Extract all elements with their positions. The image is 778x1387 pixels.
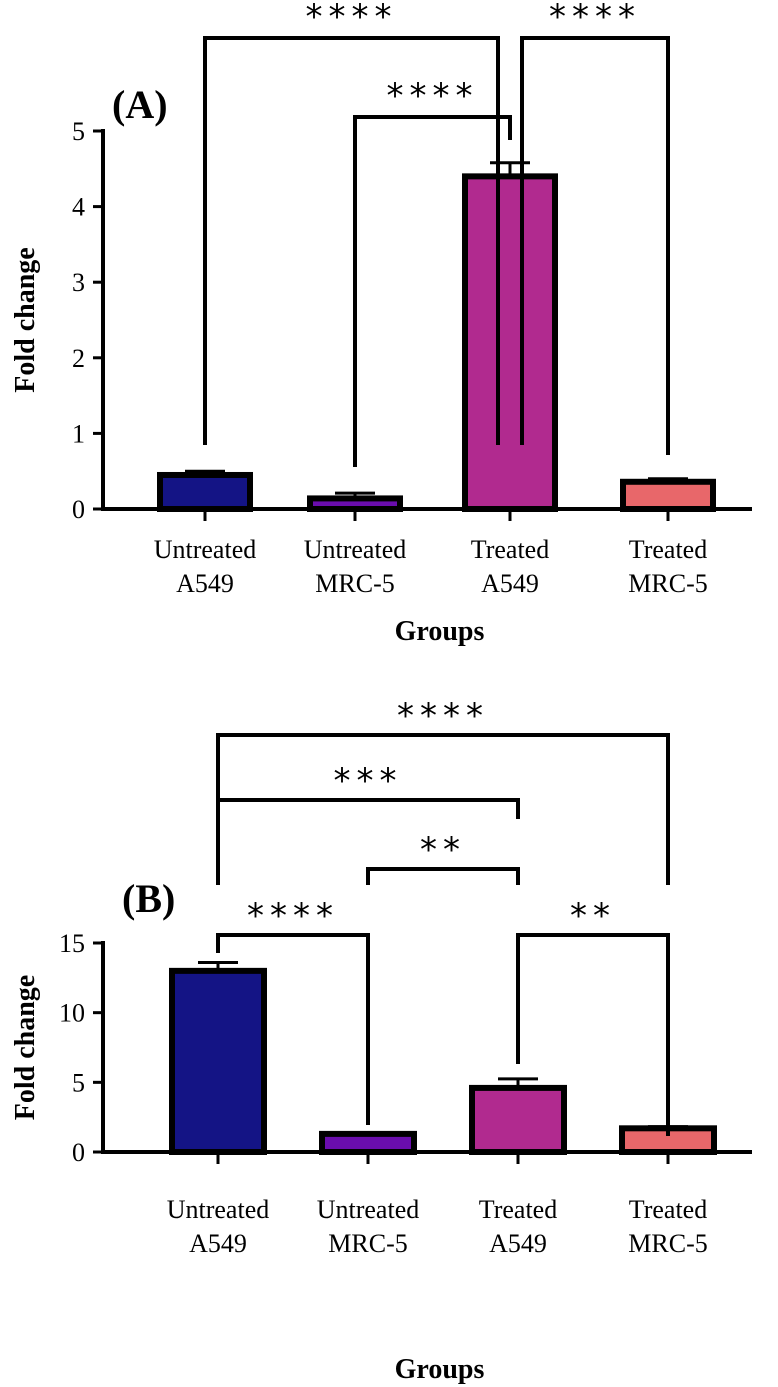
bar [462,173,558,513]
x-category-label-line1: Treated [471,535,549,564]
y-tick-label: 3 [72,268,85,297]
panel-label: (B) [122,876,175,921]
y-tick-label: 2 [72,344,85,373]
significance-bracket [366,867,520,885]
bar [319,1130,417,1156]
x-category-label-line1: Treated [479,1195,557,1224]
y-axis-title: Fold change [10,975,41,1120]
x-category-label-line1: Untreated [317,1195,420,1224]
x-category-label-line1: Untreated [154,535,257,564]
y-tick-label: 1 [72,419,85,448]
significance-bracket [216,933,370,1125]
x-category-label-line2: MRC-5 [315,569,394,598]
bar [157,471,253,513]
bar [169,967,267,1155]
x-category-label-line2: MRC-5 [628,1229,707,1258]
significance-bracket [216,798,520,885]
x-category-label-line2: A549 [481,569,539,598]
y-tick-label: 0 [72,1138,85,1167]
x-category-label-line1: Treated [629,535,707,564]
y-tick-label: 0 [72,495,85,524]
y-tick-label: 4 [72,193,85,222]
x-category-label-line2: A549 [176,569,234,598]
x-axis-title: Groups [395,616,485,647]
significance-label: ** [420,830,466,870]
significance-bracket [203,36,500,445]
x-category-label-line1: Treated [629,1195,707,1224]
x-category-label-line2: A549 [189,1229,247,1258]
x-category-label-line1: Untreated [304,535,407,564]
significance-label: **** [306,0,398,37]
y-axis-title: Fold change [10,247,41,392]
significance-label: **** [387,76,479,116]
panel-label: (A) [112,82,168,127]
y-tick-label: 10 [59,999,85,1028]
x-category-label-line2: MRC-5 [628,569,707,598]
bar [469,1084,567,1155]
x-category-label-line2: MRC-5 [328,1229,407,1258]
x-axis-title: Groups [395,1354,485,1385]
y-tick-label: 5 [72,1068,85,1097]
bar [620,478,716,512]
panel-b: (B) 0 5 10 15 Fold change Untreated A549 Untreat… [10,696,752,1385]
significance-label: ** [570,896,616,936]
bar [307,495,403,512]
significance-bracket [520,36,670,455]
significance-bracket [516,933,670,1136]
y-tick-label: 5 [72,117,85,146]
y-tick-label: 15 [59,929,85,958]
panel-a: (A) 0 1 2 3 4 5 Fold change Untreated A549 Untreat… [10,0,752,647]
x-category-label-line2: A549 [489,1229,547,1258]
x-category-label-line1: Untreated [167,1195,270,1224]
significance-bracket [353,115,512,467]
significance-label: *** [334,761,403,801]
significance-label: **** [397,696,489,736]
significance-label: **** [247,896,339,936]
significance-label: **** [549,0,641,37]
